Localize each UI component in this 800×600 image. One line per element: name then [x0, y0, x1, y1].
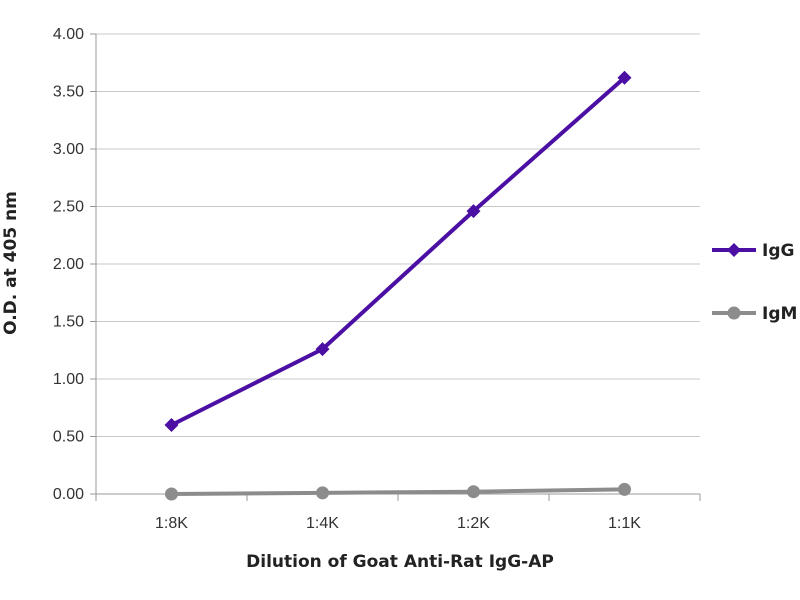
data-point-igg	[617, 70, 632, 85]
y-tick-label: 1.00	[53, 371, 84, 388]
x-tick-label: 1:8K	[155, 515, 188, 532]
y-axis-title: O.D. at 405 nm	[1, 191, 21, 335]
y-tick-labels: 0.00 0.50 1.00 1.50 2.00 2.50 3.00 3.50 4.00	[53, 26, 84, 503]
y-tick-label: 4.00	[53, 26, 84, 43]
gridlines	[96, 33, 700, 437]
series-line-igm	[169, 487, 627, 496]
y-tick-label: 0.00	[53, 486, 84, 503]
series-line-igg	[169, 75, 627, 427]
axes	[90, 33, 701, 501]
legend-swatch-marker-igm	[727, 306, 741, 320]
data-point-igm	[316, 486, 329, 500]
legend-swatch-marker-igg	[727, 243, 741, 257]
x-tick-label: 1:4K	[306, 515, 339, 532]
data-point-igg	[466, 204, 481, 219]
legend-label-igm: IgM	[762, 304, 797, 324]
x-tick-label: 1:1K	[608, 515, 641, 532]
x-axis-title: Dilution of Goat Anti-Rat IgG-AP	[246, 552, 554, 572]
series-lines	[169, 75, 627, 496]
legend: IgG IgM	[712, 241, 797, 324]
legend-label-igg: IgG	[762, 241, 794, 261]
data-point-igm	[165, 487, 178, 501]
data-point-igm	[467, 485, 480, 499]
y-tick-label: 3.50	[53, 84, 84, 101]
data-point-igg	[164, 418, 179, 432]
y-tick-label: 0.50	[53, 429, 84, 446]
x-tick-labels: 1:8K 1:4K 1:2K 1:1K	[155, 515, 641, 532]
series-markers	[164, 70, 632, 501]
x-tick-label: 1:2K	[457, 515, 490, 532]
y-tick-label: 1.50	[53, 314, 84, 331]
y-tick-label: 2.50	[53, 199, 84, 216]
y-tick-label: 3.00	[53, 141, 84, 158]
data-point-igm	[618, 482, 631, 496]
y-tick-label: 2.00	[53, 256, 84, 273]
data-point-igg	[315, 342, 330, 357]
